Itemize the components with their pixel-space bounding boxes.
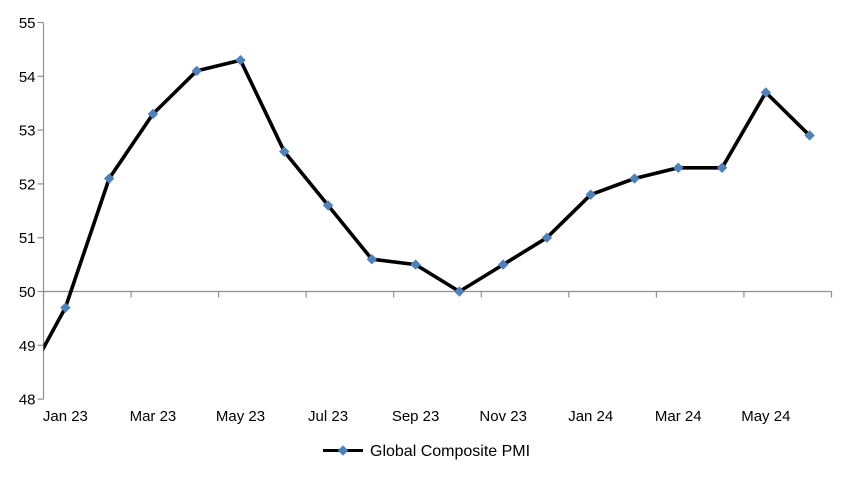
legend-diamond-marker-icon — [337, 445, 349, 456]
data-point-marker — [103, 173, 115, 184]
data-point-marker — [60, 302, 71, 313]
data-point-marker — [585, 189, 596, 200]
data-point-marker — [322, 200, 334, 211]
data-point-marker — [629, 173, 640, 184]
pmi-line — [43, 58, 812, 352]
legend-label: Global Composite PMI — [370, 443, 530, 460]
data-point-marker — [279, 146, 290, 157]
data-point-marker — [541, 232, 553, 243]
data-point-marker — [804, 130, 815, 141]
data-point-marker — [454, 286, 465, 297]
data-point-marker — [147, 108, 159, 120]
y-axis-tick-label: 49 — [19, 338, 36, 355]
pmi-line-series — [43, 54, 815, 352]
x-axis-tick-label: Jan 24 — [568, 408, 613, 425]
y-axis-tick-label: 53 — [19, 123, 36, 140]
data-point-marker — [673, 162, 684, 173]
x-axis-tick-label: Mar 24 — [655, 408, 702, 425]
y-axis-tick-label: 51 — [19, 230, 36, 247]
axes — [37, 21, 833, 400]
x-axis-tick-label: Nov 23 — [479, 408, 527, 425]
y-axis-tick-label: 50 — [19, 284, 36, 301]
x-axis-tick-label: Mar 23 — [130, 408, 177, 425]
data-point-marker — [235, 54, 246, 66]
data-point-marker — [191, 65, 202, 77]
x-axis-labels: Jan 23 Mar 23 May 23 Jul 23 Sep 23 Nov 23 Jan … — [43, 408, 791, 425]
legend: Global Composite PMI — [323, 443, 530, 460]
y-axis-tick-label: 54 — [19, 69, 36, 86]
y-axis-tick-label: 55 — [19, 15, 36, 32]
data-point-marker — [366, 254, 378, 265]
data-point-marker — [716, 162, 728, 173]
data-point-marker — [760, 87, 772, 98]
y-axis-tick-label: 48 — [19, 392, 36, 409]
data-point-marker — [497, 259, 509, 270]
y-axis-tick-label: 52 — [19, 176, 36, 193]
x-axis-tick-label: May 23 — [216, 408, 265, 425]
x-axis-tick-label: May 24 — [741, 408, 790, 425]
x-axis-tick-label: Sep 23 — [392, 408, 440, 425]
y-axis-labels: 48 49 50 51 52 53 54 55 — [19, 15, 36, 409]
x-axis-tick-label: Jan 23 — [43, 408, 88, 425]
data-point-marker — [410, 259, 421, 270]
x-axis-tick-label: Jul 23 — [308, 408, 348, 425]
